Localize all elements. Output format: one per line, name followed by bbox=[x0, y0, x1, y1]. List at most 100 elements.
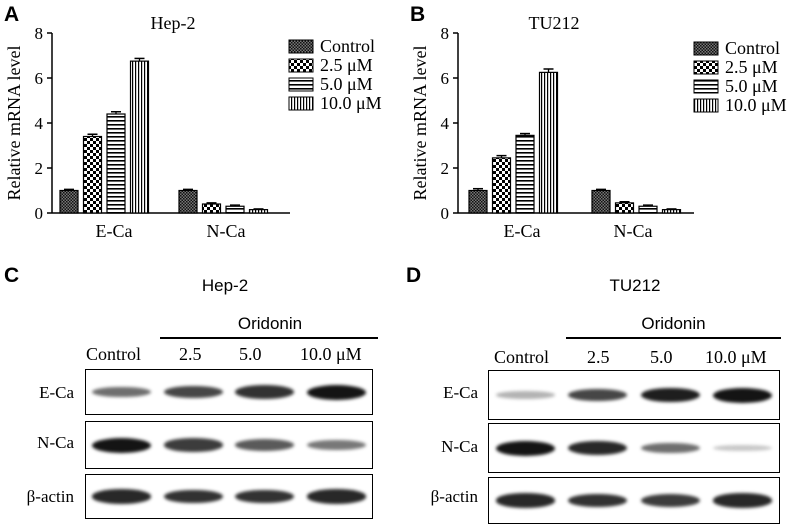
blot-row-label: N-Ca bbox=[441, 437, 478, 456]
blot-row-label: E-Ca bbox=[443, 383, 478, 402]
bar bbox=[59, 189, 79, 214]
plot-area: TU212 0 2 4 6 8 Relative mRNA level E-Ca N-Ca bbox=[410, 13, 694, 241]
blot-band bbox=[640, 387, 700, 403]
blot-band bbox=[306, 489, 366, 504]
blot-band bbox=[235, 489, 295, 504]
blot-row-label: E-Ca bbox=[39, 383, 74, 402]
lane-label: 10.0 μM bbox=[705, 347, 767, 367]
panel-letter-a: A bbox=[4, 3, 20, 26]
panel-letter-c: C bbox=[4, 264, 20, 287]
legend-swatch bbox=[288, 77, 314, 92]
blot-strip-e-ca bbox=[85, 369, 373, 415]
treatment-bracket bbox=[160, 337, 378, 339]
blot-strip-beta-actin bbox=[85, 474, 373, 519]
legend-label: 2.5 μM bbox=[725, 57, 778, 77]
blot-band bbox=[495, 493, 555, 508]
legend-label: 10.0 μM bbox=[725, 95, 787, 115]
y-tick-label: 6 bbox=[35, 69, 44, 88]
bar bbox=[491, 157, 512, 214]
bar bbox=[106, 113, 126, 214]
blot-band bbox=[92, 437, 152, 453]
blot-band bbox=[640, 493, 700, 508]
legend-swatch bbox=[288, 39, 314, 54]
legend-label: 5.0 μM bbox=[320, 74, 373, 94]
blot-row-label: N-Ca bbox=[37, 433, 74, 452]
bar bbox=[638, 205, 658, 214]
blot-band bbox=[235, 439, 295, 451]
bar bbox=[248, 209, 269, 214]
blot-band bbox=[713, 493, 773, 508]
lane-label: 2.5 bbox=[587, 347, 610, 367]
bar bbox=[515, 134, 535, 214]
bar bbox=[661, 209, 682, 214]
legend-swatch bbox=[693, 79, 719, 94]
plot-area: Hep-2 0 2 4 6 8 Relative mRNA level E-Ca N-Ca bbox=[4, 13, 290, 241]
treatment-label: Oridonin bbox=[237, 314, 303, 333]
y-tick-label: 8 bbox=[35, 24, 44, 43]
blot-band bbox=[495, 440, 555, 456]
legend-label: 5.0 μM bbox=[725, 76, 778, 96]
blot-band bbox=[568, 388, 628, 402]
lane-label: 10.0 μM bbox=[300, 344, 362, 364]
blot-strip-e-ca bbox=[488, 370, 780, 420]
blot-band bbox=[306, 439, 366, 451]
y-tick-label: 2 bbox=[35, 159, 44, 178]
bar bbox=[82, 135, 103, 214]
chart-title: Hep-2 bbox=[151, 13, 196, 33]
legend-swatch bbox=[288, 58, 314, 73]
bar bbox=[614, 202, 635, 214]
blot-title: TU212 bbox=[609, 276, 661, 295]
legend-swatch bbox=[288, 96, 314, 111]
blot-title: Hep-2 bbox=[201, 276, 249, 295]
treatment-label: Oridonin bbox=[641, 314, 706, 333]
blot-band bbox=[640, 442, 700, 454]
blot-row-label: β-actin bbox=[26, 487, 74, 506]
blot-strip-n-ca bbox=[488, 423, 780, 473]
blot-band bbox=[163, 385, 223, 399]
y-tick-label: 6 bbox=[441, 69, 450, 88]
x-tick-label: N-Ca bbox=[614, 221, 653, 241]
blot-band bbox=[163, 438, 223, 452]
y-tick-label: 4 bbox=[35, 114, 44, 133]
blot-band bbox=[568, 493, 628, 508]
legend-swatch bbox=[693, 98, 719, 113]
bar bbox=[178, 189, 198, 214]
blot-band bbox=[495, 391, 555, 399]
blot-row-label: β-actin bbox=[430, 487, 478, 506]
blot-band bbox=[713, 387, 773, 403]
y-tick-label: 4 bbox=[441, 114, 450, 133]
legend-swatch bbox=[693, 60, 719, 75]
chart-title: TU212 bbox=[529, 13, 580, 33]
blot-band bbox=[568, 440, 628, 456]
blot-band bbox=[92, 386, 152, 398]
blot-band bbox=[92, 489, 152, 504]
y-tick-label: 0 bbox=[441, 204, 450, 223]
blot-band bbox=[306, 384, 366, 400]
y-tick-label: 2 bbox=[441, 159, 450, 178]
bar bbox=[538, 71, 559, 214]
y-tick-label: 0 bbox=[35, 204, 44, 223]
bar bbox=[201, 203, 222, 214]
y-tick-label: 8 bbox=[441, 24, 450, 43]
bar bbox=[468, 189, 488, 214]
panel-letter-d: D bbox=[406, 264, 422, 287]
legend-label: Control bbox=[725, 38, 780, 58]
lane-label: Control bbox=[86, 344, 142, 364]
legend-label: 2.5 μM bbox=[320, 55, 373, 75]
legend-label: 10.0 μM bbox=[320, 93, 382, 113]
treatment-bracket bbox=[566, 337, 781, 339]
panel-letter-b: B bbox=[410, 3, 426, 26]
y-axis-label: Relative mRNA level bbox=[410, 46, 430, 201]
legend-label: Control bbox=[320, 36, 375, 56]
bar bbox=[591, 189, 611, 214]
x-tick-label: E-Ca bbox=[504, 221, 541, 241]
lane-label: 5.0 bbox=[239, 344, 262, 364]
lane-label: 5.0 bbox=[650, 347, 673, 367]
x-tick-label: E-Ca bbox=[96, 221, 133, 241]
x-tick-label: N-Ca bbox=[207, 221, 246, 241]
lane-label: 2.5 bbox=[179, 344, 202, 364]
blot-strip-beta-actin bbox=[488, 477, 780, 524]
blot-strip-n-ca bbox=[85, 421, 373, 469]
